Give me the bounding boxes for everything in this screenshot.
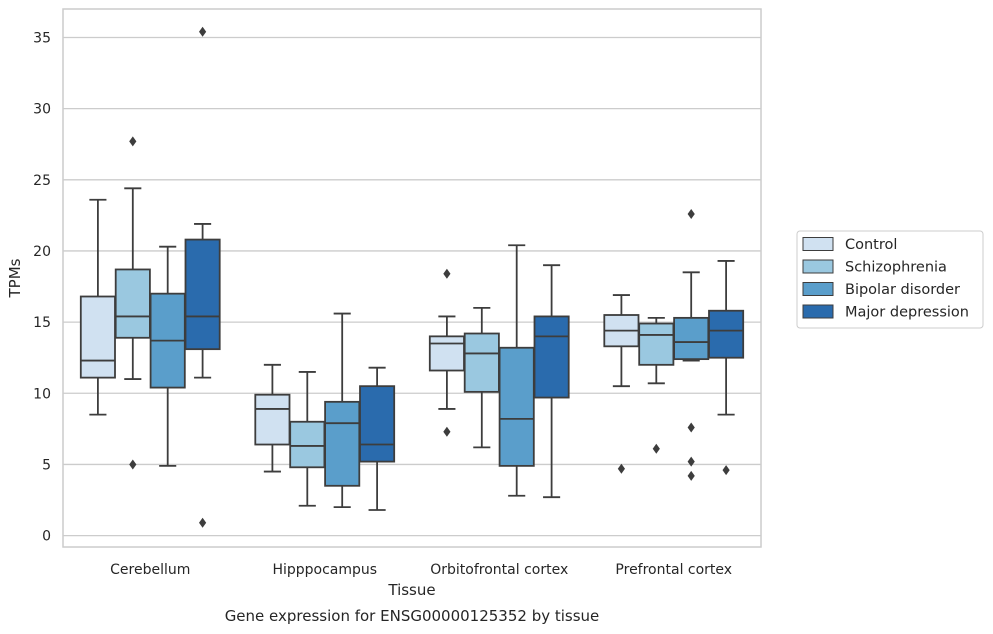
legend-label: Control [845, 237, 897, 253]
x-tick-labels: Cerebellum Hipppocampus Orbitofrontal cort… [110, 562, 732, 578]
legend-label: Major depression [845, 305, 969, 321]
y-tick-label: 10 [33, 386, 51, 402]
legend-label: Bipolar disorder [845, 282, 960, 298]
y-tick-label: 15 [33, 315, 51, 331]
box-group [498, 244, 535, 497]
box-group [533, 264, 570, 499]
x-tick-label: Cerebellum [110, 562, 190, 578]
y-tick-label: 30 [33, 102, 51, 118]
outlier-point [129, 136, 137, 147]
outlier-point [443, 426, 451, 437]
y-tick-label: 5 [42, 457, 51, 473]
y-tick-label: 35 [33, 30, 51, 46]
box [463, 332, 500, 393]
box-group [184, 26, 221, 528]
legend-label: Schizophrenia [845, 260, 947, 276]
box [184, 238, 221, 351]
outlier-point [129, 459, 137, 470]
box-group [463, 306, 500, 449]
x-axis-label: Tissue [387, 581, 435, 599]
box [79, 295, 116, 379]
outlier-point [687, 470, 695, 481]
legend-swatch [802, 282, 834, 296]
box-group [149, 245, 186, 467]
box [673, 316, 710, 361]
box [359, 385, 396, 463]
outlier-point [722, 465, 730, 476]
legend-swatch [802, 304, 834, 319]
outlier-point [652, 443, 660, 454]
outlier-point [687, 456, 695, 467]
outlier-point [443, 268, 451, 279]
box [428, 335, 465, 372]
box-group [79, 198, 116, 416]
legend: Control Schizophrenia Bipolar disorder Majo… [796, 230, 984, 329]
box [498, 346, 535, 467]
outlier-point [687, 422, 695, 433]
box [289, 420, 326, 469]
plot-background [63, 9, 761, 547]
y-tick-label: 0 [42, 529, 51, 545]
box-group [254, 363, 291, 473]
x-tick-label: Orbitofrontal cortex [430, 562, 568, 578]
outlier-point [199, 517, 207, 528]
outlier-point [199, 26, 207, 37]
box [533, 315, 570, 399]
box-group [114, 136, 151, 470]
plot-frame [62, 8, 762, 548]
y-axis-label: TPMs [6, 258, 24, 298]
y-tick-label: 25 [33, 173, 51, 189]
y-tick-labels: 0 5 10 15 20 25 30 35 [33, 30, 51, 544]
box-group [708, 260, 745, 476]
legend-swatch [802, 237, 834, 251]
box-group [603, 294, 640, 474]
outlier-point [617, 463, 625, 474]
box-group [359, 366, 396, 511]
outlier-point [687, 208, 695, 219]
legend-swatch [802, 259, 834, 274]
boxes-layer [79, 26, 745, 528]
box [114, 268, 151, 339]
box [638, 322, 675, 366]
box-group [673, 208, 710, 481]
legend-frame [796, 230, 984, 329]
box [708, 309, 745, 359]
box [324, 400, 361, 487]
box-group [428, 268, 465, 437]
x-tick-label: Prefrontal cortex [615, 562, 732, 578]
chart-title: Gene expression for ENSG00000125352 by t… [225, 607, 600, 625]
box [254, 393, 291, 446]
y-tick-label: 20 [33, 244, 51, 260]
x-tick-label: Hipppocampus [272, 562, 377, 578]
